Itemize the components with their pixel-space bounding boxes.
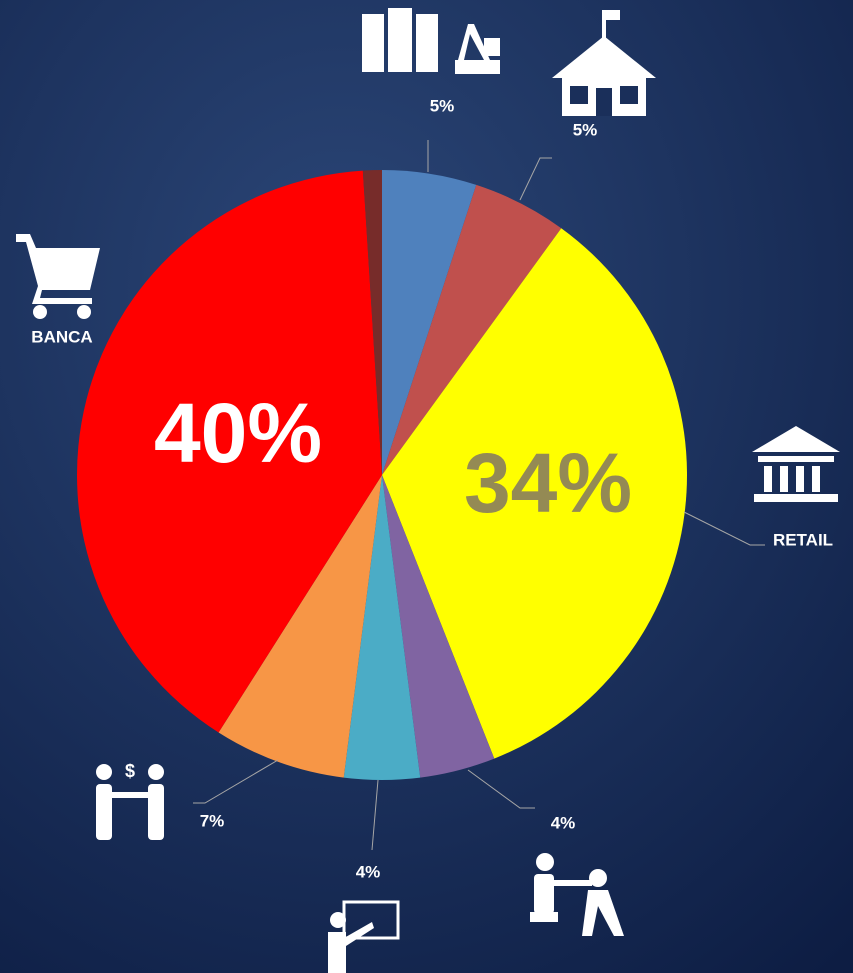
value-label: 5% [573,120,598,139]
icon-dollar: $ [125,761,135,781]
value-label: 5% [430,96,455,115]
value-label: 40% [154,386,322,480]
chart: $ 5% 5% 34% RETAIL 4% 4% 7% 40% BANCA [0,0,853,973]
category-label: RETAIL [773,530,833,549]
value-label: 7% [200,811,225,830]
value-label: 4% [551,813,576,832]
value-label: 34% [464,436,632,530]
page: $ 5%5%34%RETAIL4%4%7%40%BANCA (() => { c… [0,0,853,973]
category-label: BANCA [31,327,92,346]
value-label: 4% [356,862,381,881]
